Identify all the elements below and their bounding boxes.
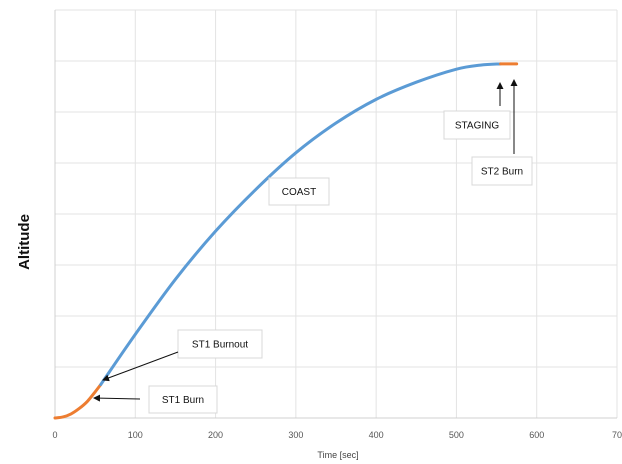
- arrow-st1-burnout: [102, 351, 179, 382]
- annotation-box-coast: [268, 177, 330, 206]
- x-tick-label: 100: [128, 430, 143, 440]
- label-layer: Altitude Time [sec]: [16, 214, 359, 460]
- annotation-label: ST1 Burn: [162, 395, 204, 406]
- annotation-box-staging: [443, 110, 511, 140]
- x-tick-label: 70: [612, 430, 622, 440]
- annotation-box-st1-burnout: [177, 329, 263, 359]
- annotation-box-st1-burn: [148, 385, 218, 414]
- x-tick-label: 500: [449, 430, 464, 440]
- x-tick-label: 0: [52, 430, 57, 440]
- annotation-box-st2-burn: [471, 156, 533, 186]
- axis-layer: 0 100 200 300 400 500 600 70: [52, 10, 622, 440]
- series-line-1: [99, 62, 503, 387]
- x-tick-label: 300: [288, 430, 303, 440]
- series-line-0: [53, 383, 103, 420]
- annotation-label: COAST: [282, 187, 316, 198]
- x-tick-label: 600: [529, 430, 544, 440]
- annotation-layer: ST1 Burn ST1 Burnout COAST STAGING ST2 Burn: [93, 79, 533, 414]
- arrow-st1-burn: [93, 394, 141, 402]
- y-axis-label: Altitude: [16, 214, 33, 270]
- series-layer: [53, 62, 519, 420]
- annotation-label: ST2 Burn: [481, 167, 523, 178]
- annotation-label: ST1 Burnout: [192, 340, 248, 351]
- grid-layer: [54, 9, 618, 419]
- x-tick-label: 400: [369, 430, 384, 440]
- x-axis-label: Time [sec]: [317, 450, 358, 460]
- annotation-label: STAGING: [455, 121, 499, 132]
- x-tick-label: 200: [208, 430, 223, 440]
